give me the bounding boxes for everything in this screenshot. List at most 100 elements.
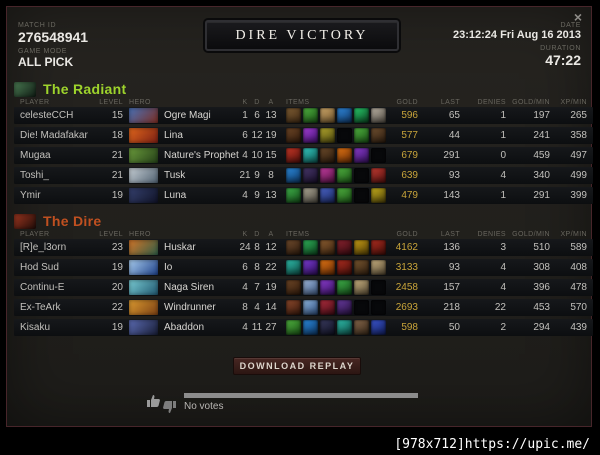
kills: 6 <box>242 130 248 141</box>
col-header-xp-min: XP/MIN <box>560 99 587 106</box>
col-header-gold-min: GOLD/MIN <box>512 231 550 238</box>
item-icon <box>286 128 301 143</box>
player-level: 19 <box>111 190 123 201</box>
thumbs-up-icon[interactable] <box>146 394 161 408</box>
col-header-items: ITEMS <box>286 231 310 238</box>
xp-per-min: 497 <box>570 150 587 161</box>
item-icon <box>354 240 369 255</box>
item-icon <box>371 188 386 203</box>
assists: 12 <box>265 242 277 253</box>
player-name: Ex-TeArk <box>20 302 61 313</box>
kills: 1 <box>242 110 248 121</box>
item-slots <box>286 168 386 183</box>
player-row[interactable]: Hod Sud 19 Io 6 8 22 3133 93 4 308 408 <box>14 259 593 276</box>
col-header-player: PLAYER <box>20 99 50 106</box>
item-icon <box>337 188 352 203</box>
game-mode-value: ALL PICK <box>18 55 74 69</box>
victory-banner[interactable]: DIRE VICTORY <box>205 20 399 51</box>
last-hits: 291 <box>443 150 460 161</box>
player-row[interactable]: Continu-E 20 Naga Siren 4 7 19 2458 157 4 396 478 <box>14 279 593 296</box>
item-slots <box>286 128 386 143</box>
item-icon <box>303 320 318 335</box>
hero-portrait <box>129 260 158 275</box>
hero-portrait <box>129 300 158 315</box>
item-icon <box>286 300 301 315</box>
item-slots <box>286 320 386 335</box>
col-header-k: K <box>242 99 248 106</box>
hero-name: Io <box>164 262 173 273</box>
denies: 4 <box>500 262 506 273</box>
thumbs-down-icon[interactable] <box>162 400 177 414</box>
gold-per-min: 291 <box>533 190 550 201</box>
item-icon <box>320 168 335 183</box>
gold: 3133 <box>395 262 418 273</box>
close-icon[interactable]: × <box>573 9 582 25</box>
denies: 4 <box>500 170 506 181</box>
player-row[interactable]: Kisaku 19 Abaddon 4 11 27 598 50 2 294 439 <box>14 319 593 336</box>
deaths: 8 <box>254 262 260 273</box>
deaths: 9 <box>254 170 260 181</box>
gold-per-min: 453 <box>533 302 550 313</box>
col-header-xp-min: XP/MIN <box>560 231 587 238</box>
item-icon <box>303 260 318 275</box>
hero-portrait <box>129 108 158 123</box>
item-icon <box>337 240 352 255</box>
player-row[interactable]: Toshi_ 21 Tusk 21 9 8 639 93 4 340 499 <box>14 167 593 184</box>
player-row[interactable]: [R]e_l3orn 23 Huskar 24 8 12 4162 136 3 510 589 <box>14 239 593 256</box>
item-icon <box>286 240 301 255</box>
item-icon <box>354 108 369 123</box>
gold-per-min: 241 <box>533 130 550 141</box>
kills: 4 <box>242 322 248 333</box>
gold: 679 <box>401 150 418 161</box>
gold: 2693 <box>395 302 418 313</box>
col-header-denies: DENIES <box>477 231 506 238</box>
denies: 1 <box>500 110 506 121</box>
col-header-a: A <box>268 231 274 238</box>
player-row[interactable]: Mugaa 21 Nature's Prophet 4 10 15 679 291 0 459 49… <box>14 147 593 164</box>
player-name: Mugaa <box>20 150 51 161</box>
kills: 8 <box>242 302 248 313</box>
denies: 3 <box>500 242 506 253</box>
gold: 479 <box>401 190 418 201</box>
last-hits: 136 <box>443 242 460 253</box>
denies: 4 <box>500 282 506 293</box>
xp-per-min: 478 <box>570 282 587 293</box>
gold-per-min: 459 <box>533 150 550 161</box>
download-replay-button[interactable]: DOWNLOAD REPLAY <box>233 357 361 375</box>
hero-name: Huskar <box>164 242 196 253</box>
player-level: 21 <box>111 150 123 161</box>
item-icon <box>320 148 335 163</box>
gold-per-min: 197 <box>533 110 550 121</box>
col-header-player: PLAYER <box>20 231 50 238</box>
vote-thumbs <box>146 392 184 416</box>
col-header-k: K <box>242 231 248 238</box>
item-icon <box>286 260 301 275</box>
player-row[interactable]: Ymir 19 Luna 4 9 13 479 143 1 291 399 <box>14 187 593 204</box>
player-row[interactable]: celesteCCH 15 Ogre Magi 1 6 13 596 65 1 197 265 <box>14 107 593 124</box>
col-header-d: D <box>254 231 260 238</box>
item-icon <box>320 188 335 203</box>
item-icon <box>337 300 352 315</box>
item-icon <box>371 128 386 143</box>
gold: 639 <box>401 170 418 181</box>
hero-portrait <box>129 320 158 335</box>
assists: 13 <box>265 110 277 121</box>
hero-name: Tusk <box>164 170 186 181</box>
hero-name: Nature's Prophet <box>164 150 239 161</box>
hero-portrait <box>129 168 158 183</box>
denies: 2 <box>500 322 506 333</box>
match-info: MATCH ID 276548941 GAME MODE ALL PICK <box>18 22 88 69</box>
item-slots <box>286 300 386 315</box>
gold: 577 <box>401 130 418 141</box>
dire-team-icon <box>14 213 36 229</box>
team-header-radiant: The Radiant <box>14 81 126 97</box>
player-row[interactable]: Ex-TeArk 22 Windrunner 8 4 14 2693 218 22 453 570 <box>14 299 593 316</box>
deaths: 11 <box>251 322 263 333</box>
gold-per-min: 396 <box>533 282 550 293</box>
player-row[interactable]: Die! Madafakar 18 Lina 6 12 19 577 44 1 241 358 <box>14 127 593 144</box>
gold-per-min: 308 <box>533 262 550 273</box>
item-icon <box>303 108 318 123</box>
empty-item-slot <box>354 300 369 315</box>
